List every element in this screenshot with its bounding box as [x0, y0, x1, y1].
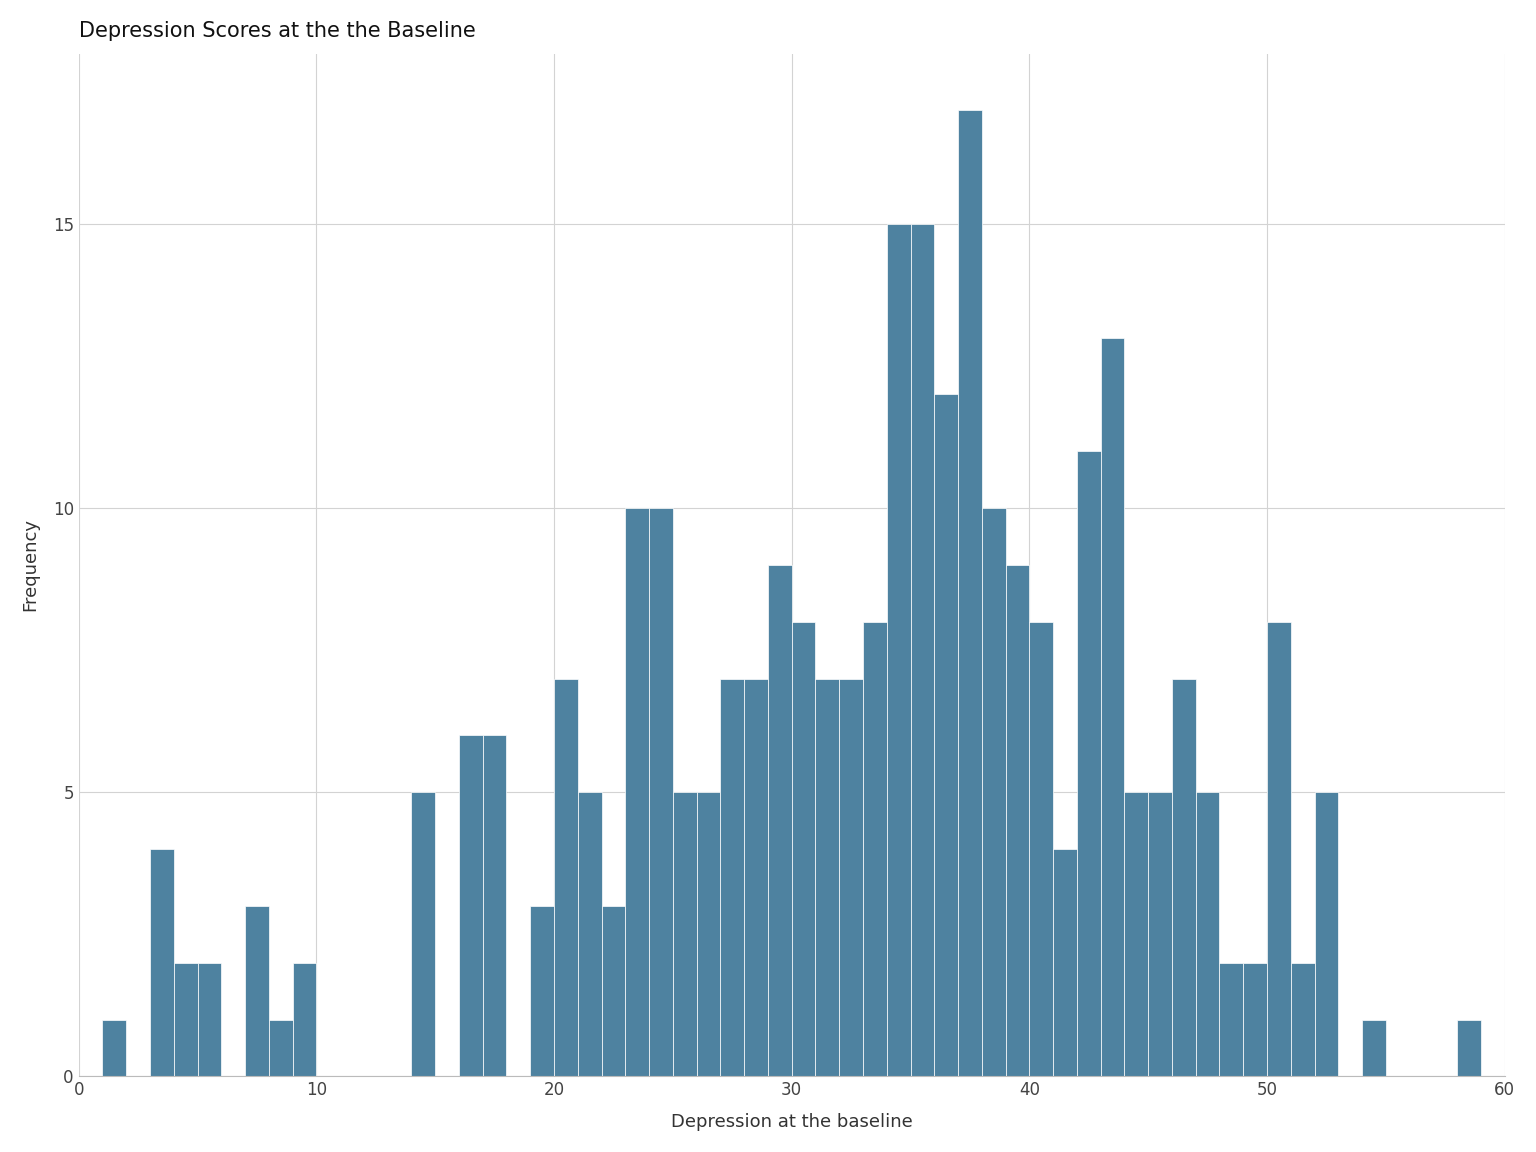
Bar: [602, 905, 625, 1076]
Bar: [578, 793, 602, 1076]
Bar: [1362, 1020, 1385, 1076]
Bar: [174, 963, 198, 1076]
Bar: [151, 849, 174, 1076]
Bar: [530, 905, 554, 1076]
Bar: [697, 793, 720, 1076]
Bar: [1195, 793, 1220, 1076]
Text: Depression Scores at the the Baseline: Depression Scores at the the Baseline: [78, 21, 476, 40]
Bar: [412, 793, 435, 1076]
Bar: [1124, 793, 1149, 1076]
Bar: [1172, 679, 1195, 1076]
Bar: [768, 564, 791, 1076]
Bar: [839, 679, 863, 1076]
Bar: [1315, 793, 1338, 1076]
Bar: [911, 223, 934, 1076]
Bar: [886, 223, 911, 1076]
Bar: [625, 508, 650, 1076]
Bar: [1220, 963, 1243, 1076]
Bar: [1267, 622, 1290, 1076]
Bar: [1077, 452, 1101, 1076]
Bar: [816, 679, 839, 1076]
Bar: [482, 735, 507, 1076]
Bar: [743, 679, 768, 1076]
Bar: [1101, 338, 1124, 1076]
Bar: [246, 905, 269, 1076]
Bar: [554, 679, 578, 1076]
Bar: [863, 622, 886, 1076]
Bar: [650, 508, 673, 1076]
Bar: [103, 1020, 126, 1076]
Bar: [720, 679, 743, 1076]
Bar: [934, 394, 958, 1076]
Bar: [198, 963, 221, 1076]
Bar: [1029, 622, 1054, 1076]
Bar: [791, 622, 816, 1076]
Bar: [1458, 1020, 1481, 1076]
Bar: [958, 111, 982, 1076]
Bar: [1054, 849, 1077, 1076]
Bar: [1290, 963, 1315, 1076]
Bar: [1149, 793, 1172, 1076]
Bar: [1243, 963, 1267, 1076]
Bar: [673, 793, 697, 1076]
Bar: [1006, 564, 1029, 1076]
X-axis label: Depression at the baseline: Depression at the baseline: [671, 1113, 912, 1131]
Y-axis label: Frequency: Frequency: [22, 518, 38, 612]
Bar: [459, 735, 482, 1076]
Bar: [292, 963, 316, 1076]
Bar: [982, 508, 1006, 1076]
Bar: [269, 1020, 292, 1076]
